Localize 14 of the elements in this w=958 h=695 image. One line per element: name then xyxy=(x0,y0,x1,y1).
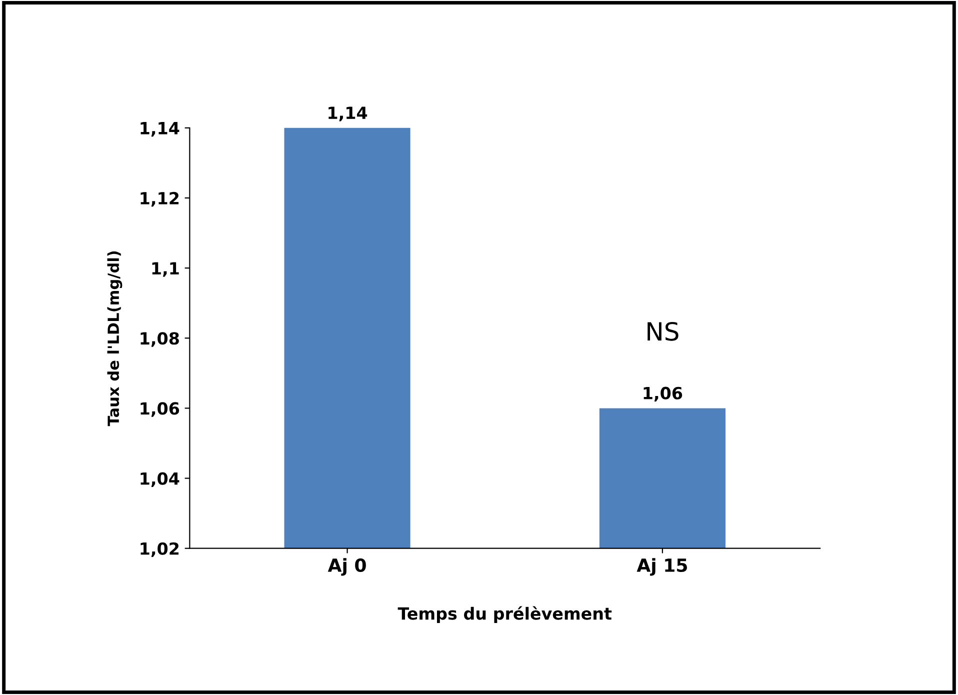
x-tick-label: Aj 15 xyxy=(636,558,687,576)
y-tick-label: 1,02 xyxy=(140,542,179,558)
y-tick-label: 1,08 xyxy=(140,332,179,347)
annotation: NS xyxy=(648,322,678,341)
y-tick-label: 1,06 xyxy=(140,402,180,417)
data-label: 1,14 xyxy=(328,106,368,122)
y-tick-label: 1,14 xyxy=(140,122,180,137)
y-tick-label: 1,12 xyxy=(140,192,179,207)
y-tick-label: 1,1 xyxy=(152,262,179,277)
x-tick-label: Aj 0 xyxy=(328,558,366,576)
y-tick-label: 1,04 xyxy=(140,472,180,487)
data-label: 1,06 xyxy=(644,386,682,402)
x-axis-title: Temps du prélèvement xyxy=(398,606,612,624)
y-axis-title: Taux de l'LDL(mg/dl) xyxy=(107,251,122,426)
